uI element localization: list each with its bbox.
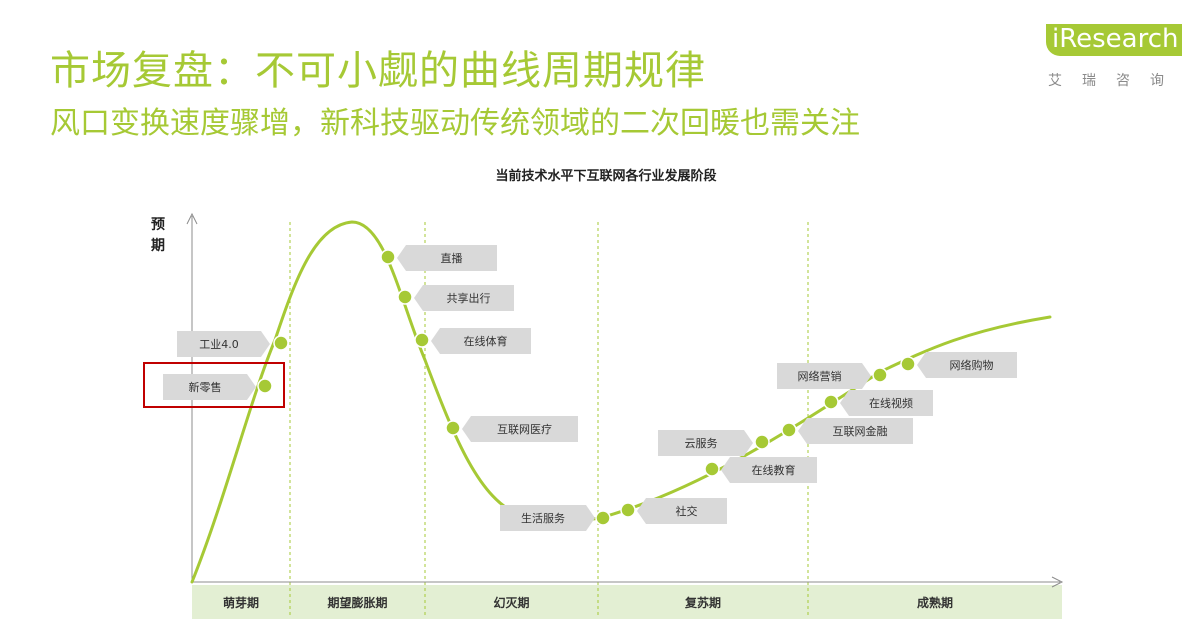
industry-tag: 互联网医疗: [445, 416, 578, 442]
industry-tag-label: 工业4.0: [199, 338, 239, 351]
iresearch-logo: iResearch 艾瑞咨询: [1040, 22, 1186, 92]
industry-tag-box: [917, 352, 1017, 378]
logo-chinese: 艾瑞咨询: [1048, 73, 1184, 89]
industry-dot: [781, 422, 797, 438]
industry-tag-label: 社交: [676, 504, 698, 518]
industry-tag-label: 直播: [441, 251, 463, 265]
industry-tag: 共享出行: [397, 285, 514, 311]
industry-tag-box: [798, 418, 913, 444]
stage-label: 成熟期: [917, 595, 953, 610]
industry-dot: [620, 502, 636, 518]
industry-dot: [414, 332, 430, 348]
industry-dot: [595, 510, 611, 526]
stage-band-background: [192, 585, 1062, 619]
industry-tag-box: [414, 285, 514, 311]
stage-label: 复苏期: [684, 595, 721, 610]
highlight-box: [143, 362, 285, 408]
industry-tag: 社交: [620, 498, 727, 524]
stage-label: 幻灭期: [493, 595, 529, 610]
stage-band: 萌芽期 期望膨胀期 幻灭期 复苏期 成熟期: [192, 585, 1062, 619]
industry-tag-box: [431, 328, 531, 354]
industry-tag-label: 网络营销: [798, 369, 842, 383]
industry-tag-label: 新零售: [189, 380, 222, 394]
industry-tag-box: [840, 390, 933, 416]
industry-tag: 在线体育: [414, 328, 531, 354]
x-axis-arrow: [1051, 576, 1064, 588]
industry-tag-label: 在线教育: [752, 463, 796, 477]
industry-tag-box: [163, 374, 256, 400]
industry-dot: [273, 335, 289, 351]
industry-tag-label: 在线体育: [464, 334, 508, 348]
industry-tag-box: [500, 505, 595, 531]
y-axis-label-char-1: 预: [151, 217, 165, 233]
industry-dot: [704, 461, 720, 477]
y-axis-arrow: [186, 212, 198, 225]
industry-tag-box: [658, 430, 753, 456]
industry-tag: 工业4.0: [177, 331, 289, 357]
industry-dot: [900, 356, 916, 372]
industry-tag-box: [721, 457, 817, 483]
industry-tag-box: [397, 245, 497, 271]
industry-tag: 在线教育: [704, 457, 817, 483]
industry-tag-label: 生活服务: [521, 511, 565, 525]
diagram-title: 当前技术水平下互联网各行业发展阶段: [495, 168, 716, 184]
industry-tag-label: 在线视频: [869, 396, 913, 410]
industry-tag-label: 网络购物: [950, 358, 994, 372]
industry-tag: 网络购物: [900, 352, 1017, 378]
industry-tag-box: [637, 498, 727, 524]
y-axis-label: 预 期: [151, 217, 165, 254]
industry-tag: 在线视频: [823, 390, 933, 416]
logo-wordmark: iResearch: [1046, 24, 1183, 56]
page-subtitle: 风口变换速度骤增，新科技驱动传统领域的二次回暖也需关注: [50, 106, 860, 141]
industry-dot: [397, 289, 413, 305]
industry-dot: [257, 378, 273, 394]
industry-tag: 新零售: [163, 374, 273, 400]
page-title: 市场复盘：不可小觑的曲线周期规律: [50, 48, 706, 94]
industry-tag-label: 互联网医疗: [497, 422, 552, 436]
industry-tag-box: [462, 416, 578, 442]
industry-dot: [754, 434, 770, 450]
industry-tag-label: 互联网金融: [833, 424, 888, 438]
industry-tag: 互联网金融: [781, 418, 913, 444]
industry-tag: 云服务: [658, 430, 770, 456]
industry-dot: [380, 249, 396, 265]
industry-tag-label: 云服务: [685, 437, 718, 450]
industry-tag-box: [777, 363, 871, 389]
industry-dot: [823, 394, 839, 410]
industry-tag-box: [177, 331, 270, 357]
y-axis-label-char-2: 期: [151, 238, 165, 254]
industry-tag-label: 共享出行: [447, 291, 491, 305]
industry-tag: 直播: [380, 245, 497, 271]
industry-dot: [872, 367, 888, 383]
stage-label: 萌芽期: [223, 595, 259, 610]
industry-tag: 生活服务: [500, 505, 611, 531]
stage-label: 期望膨胀期: [327, 595, 387, 610]
industry-tag: 网络营销: [777, 363, 888, 389]
industry-dot: [445, 420, 461, 436]
